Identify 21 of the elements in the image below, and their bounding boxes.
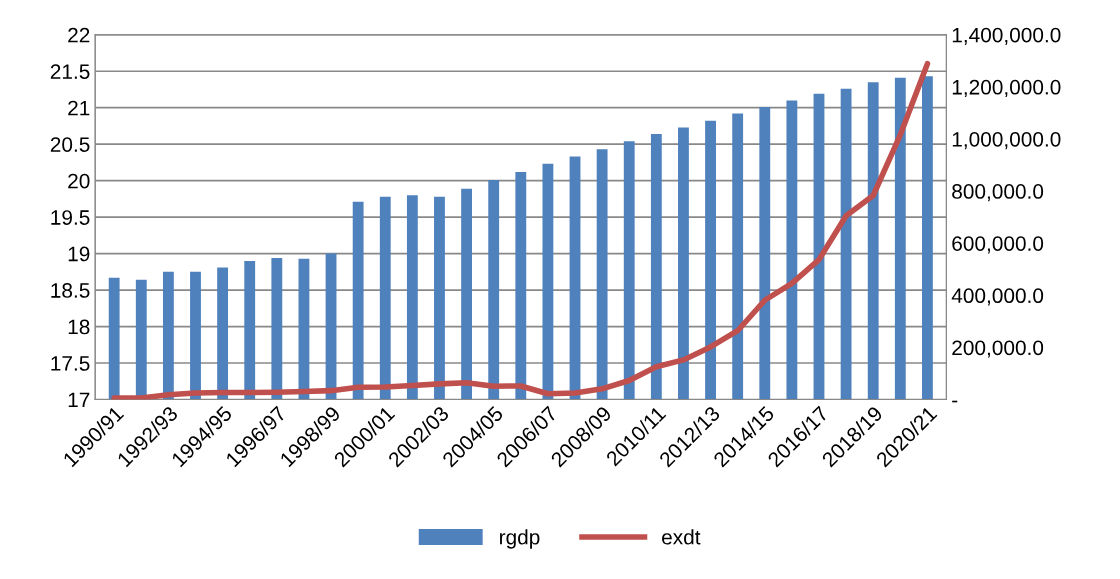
y2-tick-label: 1,400,000.0 xyxy=(952,27,1061,45)
y-tick-label: 21.5 xyxy=(50,64,90,79)
y-tick-label: 17.5 xyxy=(51,356,90,371)
y-tick-label: 22 xyxy=(68,27,90,43)
legend-label: rgdp xyxy=(500,529,540,549)
y2-tick-label: 200,000.0 xyxy=(952,340,1044,358)
y2-tick-label: - xyxy=(952,400,958,403)
y-tick-label: 19 xyxy=(68,246,90,262)
y2-tick-label: 800,000.0 xyxy=(952,184,1044,202)
y-tick-label: 18.5 xyxy=(51,283,90,298)
y-tick-label: 19.5 xyxy=(51,210,90,225)
y2-tick-label: 1,000,000.0 xyxy=(952,131,1061,150)
legend-label: exdt xyxy=(662,529,701,545)
y2-tick-label: 400,000.0 xyxy=(951,288,1044,306)
y2-tick-label: 600,000.0 xyxy=(952,236,1044,254)
y2-tick-label: 1,200,000.0 xyxy=(952,79,1061,98)
y-tick-label: 21 xyxy=(68,100,90,116)
y-tick-label: 20 xyxy=(68,173,90,189)
y-tick-label: 17 xyxy=(68,392,90,408)
y-tick-label: 18 xyxy=(68,319,90,335)
y-tick-label: 20.5 xyxy=(50,137,90,152)
